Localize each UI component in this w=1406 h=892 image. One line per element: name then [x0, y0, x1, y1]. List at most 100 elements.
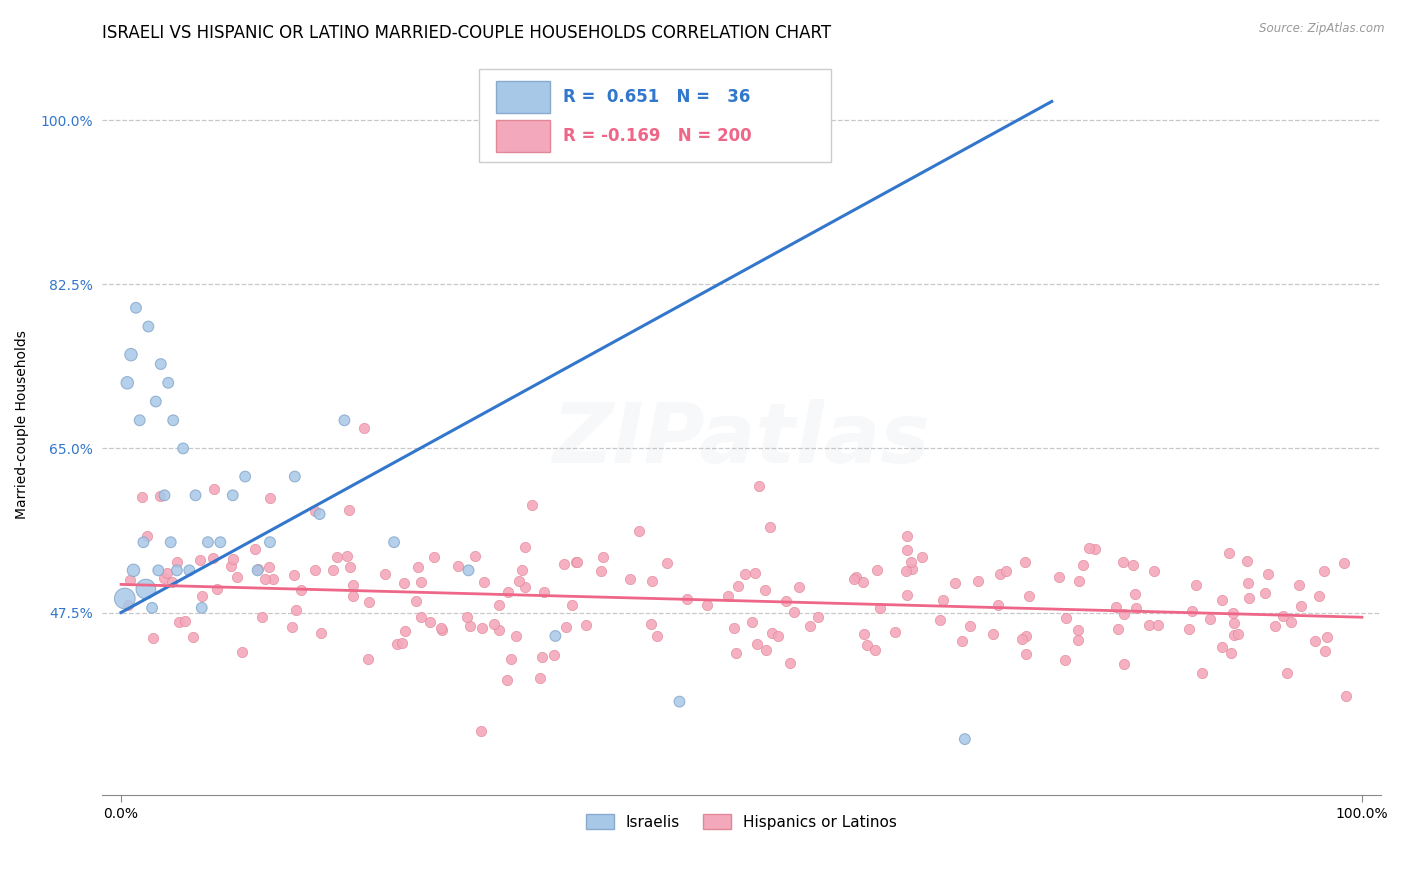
FancyBboxPatch shape — [496, 80, 550, 113]
Point — [1289, 599, 1312, 613]
Point — [1112, 657, 1135, 671]
Text: Source: ZipAtlas.com: Source: ZipAtlas.com — [1260, 22, 1385, 36]
Point — [995, 564, 1018, 578]
Point — [627, 524, 650, 538]
Point — [160, 574, 183, 589]
Point — [529, 671, 551, 685]
Point — [342, 578, 364, 592]
Point — [197, 535, 219, 549]
Point — [1334, 689, 1357, 703]
Point — [554, 620, 576, 634]
Point — [337, 503, 360, 517]
Point — [755, 642, 778, 657]
Point — [153, 488, 176, 502]
Point — [987, 598, 1010, 612]
Point — [179, 563, 201, 577]
Point — [988, 567, 1011, 582]
Point — [145, 394, 167, 409]
Point — [950, 634, 973, 648]
Point — [723, 621, 745, 635]
Point — [1257, 566, 1279, 581]
Point — [894, 564, 917, 578]
Point — [392, 576, 415, 591]
Point — [159, 535, 181, 549]
Point — [901, 562, 924, 576]
Point — [1211, 593, 1233, 607]
Point — [863, 642, 886, 657]
Point — [1222, 607, 1244, 621]
Point — [246, 563, 269, 577]
Point — [470, 723, 492, 738]
Point — [1054, 653, 1077, 667]
Point — [1220, 646, 1243, 660]
Point — [190, 600, 212, 615]
Point — [806, 610, 828, 624]
Point — [132, 535, 155, 549]
Point — [339, 559, 361, 574]
Point — [135, 529, 157, 543]
Point — [592, 549, 614, 564]
Point — [128, 413, 150, 427]
Point — [1236, 554, 1258, 568]
Point — [754, 582, 776, 597]
Point — [117, 598, 139, 612]
Point — [356, 652, 378, 666]
Point — [148, 563, 170, 577]
Point — [943, 576, 966, 591]
Point — [1047, 569, 1070, 583]
Point — [472, 575, 495, 590]
Point — [1123, 587, 1146, 601]
Point — [567, 555, 589, 569]
Point — [138, 319, 160, 334]
Point — [149, 357, 172, 371]
Point — [162, 413, 184, 427]
Point — [1237, 575, 1260, 590]
Point — [1191, 666, 1213, 681]
Point — [1014, 647, 1036, 661]
Point — [640, 616, 662, 631]
Point — [505, 629, 527, 643]
FancyBboxPatch shape — [496, 120, 550, 153]
Point — [166, 563, 188, 577]
Point — [799, 619, 821, 633]
Point — [114, 591, 136, 606]
Point — [202, 482, 225, 496]
Point — [259, 491, 281, 506]
Point — [141, 600, 163, 615]
Point — [761, 626, 783, 640]
Point — [280, 620, 302, 634]
Point — [911, 549, 934, 564]
Point — [1198, 612, 1220, 626]
Point — [394, 624, 416, 638]
Point — [1071, 558, 1094, 573]
Point — [932, 592, 955, 607]
Point — [243, 542, 266, 557]
Point — [1067, 632, 1090, 647]
Point — [309, 626, 332, 640]
Point — [734, 567, 756, 582]
Point — [447, 558, 470, 573]
Point — [1139, 618, 1161, 632]
Point — [411, 610, 433, 624]
Point — [896, 543, 918, 558]
Point — [696, 598, 718, 612]
Point — [219, 558, 242, 573]
Point — [1279, 615, 1302, 629]
Point — [253, 572, 276, 586]
Point — [246, 561, 269, 575]
Point — [157, 376, 180, 390]
Point — [322, 563, 344, 577]
Point — [883, 625, 905, 640]
Point — [233, 469, 256, 483]
Point — [1227, 627, 1250, 641]
Point — [122, 563, 145, 577]
Point — [983, 626, 1005, 640]
Point — [174, 614, 197, 628]
Point — [456, 610, 478, 624]
Point — [1107, 623, 1129, 637]
Point — [1146, 618, 1168, 632]
Point — [422, 549, 444, 564]
Point — [120, 348, 142, 362]
Point — [181, 630, 204, 644]
Point — [259, 560, 281, 574]
